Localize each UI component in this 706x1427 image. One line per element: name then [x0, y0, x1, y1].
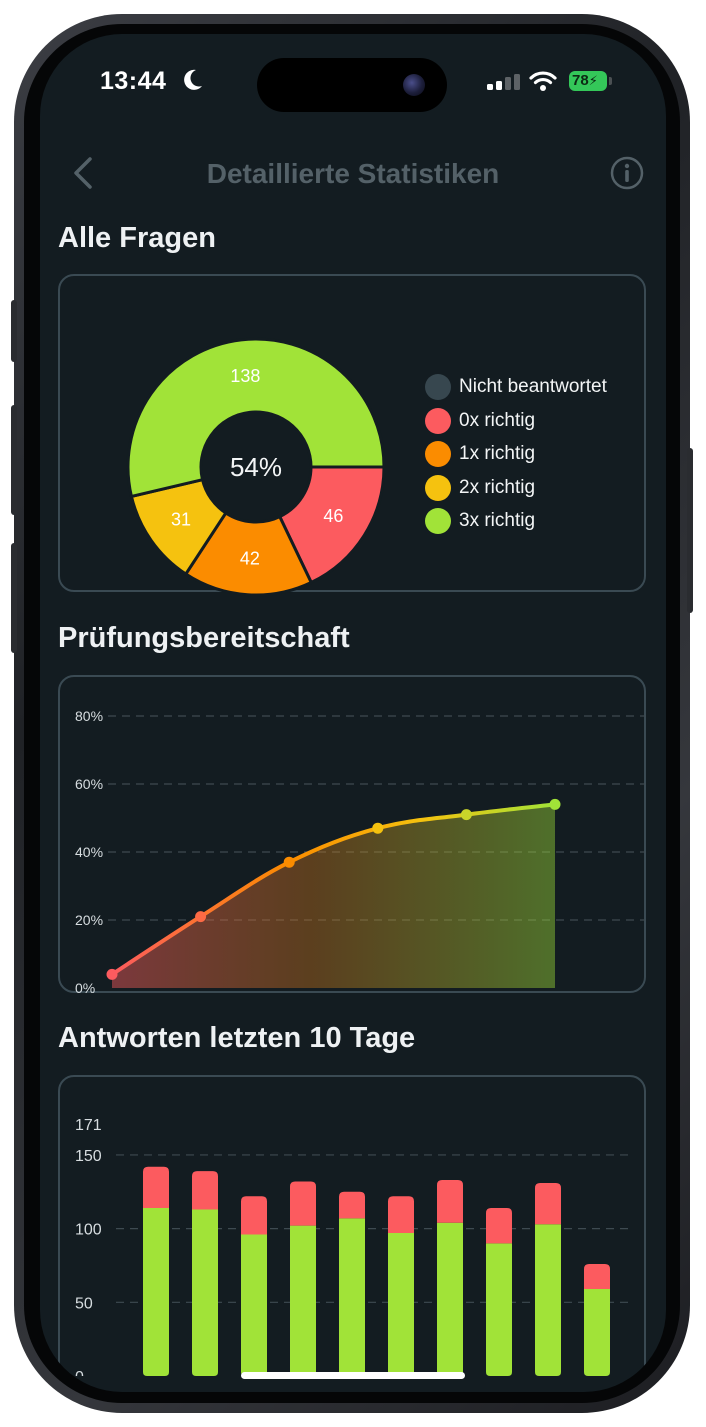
bar-segment-correct	[584, 1289, 610, 1376]
bar-segment-correct	[192, 1209, 218, 1376]
wifi-icon	[529, 71, 557, 91]
bar-segment-correct	[143, 1208, 169, 1376]
bar-segment-correct	[241, 1234, 267, 1376]
chevron-left-icon[interactable]	[70, 156, 96, 190]
bar-segment-correct	[535, 1224, 561, 1376]
battery-icon: 78⚡	[569, 71, 607, 91]
section-title-answers: Antworten letzten 10 Tage	[58, 1022, 416, 1054]
pie-slice-3x-richtig	[126, 337, 386, 499]
legend-item: 0x richtig	[425, 407, 645, 438]
legend-item: 1x richtig	[425, 441, 645, 471]
legend-label: 0x richtig	[459, 409, 536, 431]
legend-item: 2x richtig	[425, 474, 645, 505]
pie-chart: 46 42 31 138 54%	[126, 337, 386, 597]
bar-segment-incorrect	[584, 1264, 610, 1290]
readiness-point	[460, 809, 472, 821]
volume-up-button	[11, 405, 17, 515]
legend-swatch	[425, 508, 451, 534]
y-tick-label: 60%	[75, 776, 103, 792]
section-title-all-questions: Alle Fragen	[58, 222, 216, 254]
legend-swatch	[425, 441, 451, 467]
app-screen: 13:44 78⚡ Detaillierte Statistiken Alle …	[40, 34, 666, 1392]
home-indicator[interactable]	[241, 1372, 465, 1379]
bar-segment-incorrect	[388, 1196, 414, 1234]
pie-card	[58, 274, 646, 592]
battery-tip	[609, 77, 612, 85]
bar-segment-incorrect	[486, 1208, 512, 1244]
page-title: Detaillierte Statistiken	[206, 158, 500, 189]
legend-label: Nicht beantwortet	[459, 376, 607, 397]
status-time: 13:44	[100, 67, 167, 95]
bar-segment-incorrect	[535, 1182, 561, 1225]
legend-swatch	[425, 474, 451, 501]
y-tick-label: 150	[75, 1148, 102, 1165]
readiness-chart: 0%20%40%60%80% 26.0529.0501.0604.0607.06…	[75, 708, 646, 996]
legend-label: 2x richtig	[459, 476, 536, 498]
legend-label: 1x richtig	[459, 443, 536, 464]
readiness-point	[372, 822, 384, 834]
legend-item: Nicht beantwortet	[425, 374, 645, 404]
bar-segment-incorrect	[143, 1166, 169, 1208]
y-tick-label: 171	[75, 1117, 102, 1134]
action-button	[11, 300, 17, 362]
volume-down-button	[11, 543, 17, 653]
signal-icon	[487, 74, 520, 90]
answers-card	[58, 1075, 646, 1392]
answers-chart: 050100150171 31.0501.0602.0603.0604.0605…	[75, 1117, 628, 1376]
moon-icon	[184, 69, 202, 90]
info-icon[interactable]	[610, 156, 644, 190]
bar-segment-incorrect	[192, 1171, 218, 1210]
pie-value-label: 138	[230, 366, 260, 386]
readiness-point	[283, 856, 295, 868]
bar-segment-correct	[339, 1218, 365, 1376]
readiness-line	[110, 802, 556, 977]
bar-segment-correct	[486, 1243, 512, 1376]
pie-value-label: 46	[323, 506, 343, 526]
bar-segment-correct	[437, 1222, 463, 1376]
legend-swatch	[425, 374, 451, 400]
y-tick-label: 20%	[75, 912, 103, 928]
y-tick-label: 40%	[75, 844, 103, 860]
pie-value-label: 42	[240, 548, 260, 568]
bar-segment-correct	[388, 1233, 414, 1376]
pie-slice-0x-richtig	[277, 465, 386, 585]
bar-segment-incorrect	[339, 1191, 365, 1219]
pie-value-label: 31	[171, 510, 191, 530]
section-title-readiness: Prüfungsbereitschaft	[58, 622, 350, 654]
battery-level: 78	[572, 72, 589, 89]
readiness-point	[106, 968, 118, 980]
y-tick-label: 100	[75, 1222, 102, 1239]
camera-icon	[403, 74, 425, 96]
y-tick-label: 0%	[75, 980, 95, 996]
readiness-point	[195, 911, 207, 923]
legend-label: 3x richtig	[459, 510, 536, 531]
legend-item: 3x richtig	[425, 508, 645, 538]
readiness-card	[58, 675, 646, 993]
readiness-point	[549, 798, 561, 810]
y-tick-label: 50	[75, 1295, 93, 1312]
bar-segment-correct	[290, 1225, 316, 1376]
y-tick-label: 80%	[75, 708, 103, 724]
bar-segment-incorrect	[290, 1181, 316, 1226]
dynamic-island	[257, 58, 447, 112]
pie-center-label: 54%	[230, 452, 282, 482]
bar-segment-incorrect	[241, 1196, 267, 1235]
power-button	[687, 448, 693, 613]
readiness-area	[112, 804, 555, 988]
bar-segment-incorrect	[437, 1180, 463, 1223]
legend-swatch	[425, 407, 451, 434]
y-tick-label: 0	[75, 1369, 84, 1376]
